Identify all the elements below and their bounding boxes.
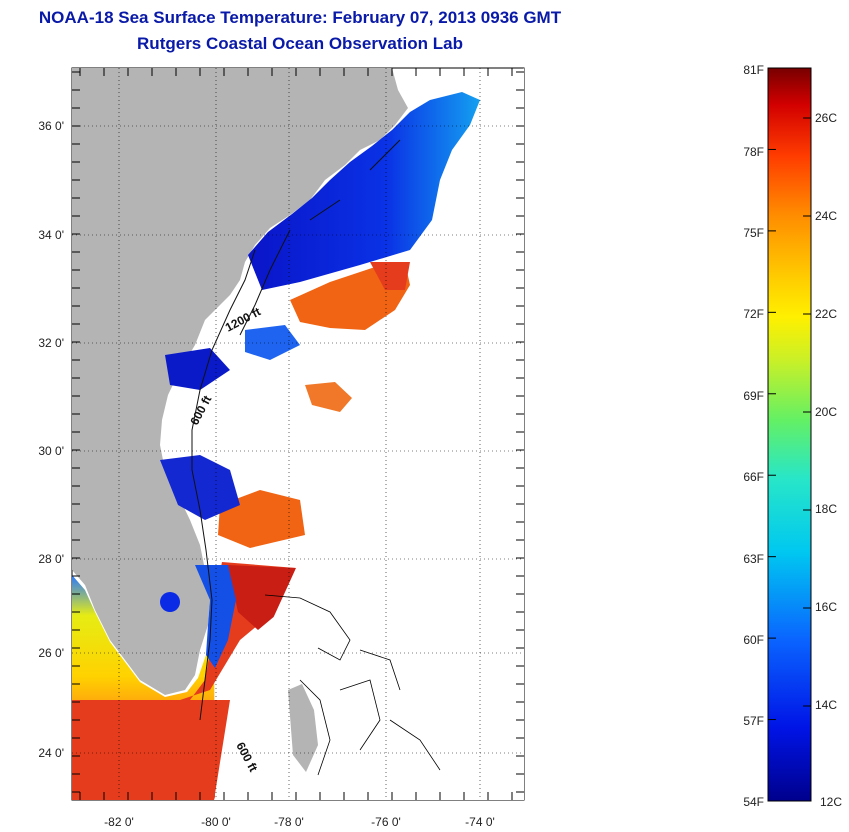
cb-f-label: 75F bbox=[743, 226, 764, 240]
land-usa bbox=[72, 68, 408, 695]
lat-label: 36 0' bbox=[38, 119, 64, 133]
cb-f-label: 57F bbox=[743, 714, 764, 728]
lon-label: -80 0' bbox=[201, 815, 231, 829]
cb-f-label: 60F bbox=[743, 633, 764, 647]
cb-f-label: 78F bbox=[743, 145, 764, 159]
cb-c-label: 12C bbox=[820, 795, 842, 809]
cb-c-label: 24C bbox=[815, 209, 837, 223]
lat-label: 24 0' bbox=[38, 746, 64, 760]
lat-label: 30 0' bbox=[38, 444, 64, 458]
swath-mask bbox=[214, 68, 524, 800]
colorbar-ticks bbox=[768, 67, 811, 802]
cb-c-label: 26C bbox=[815, 111, 837, 125]
latitude-labels: 36 0' 34 0' 32 0' 30 0' 28 0' 26 0' 24 0… bbox=[38, 119, 64, 760]
cb-c-label: 22C bbox=[815, 307, 837, 321]
sst-warm-patch-1 bbox=[370, 262, 410, 290]
colorbar-fahrenheit-labels: 81F 78F 75F 72F 69F 66F 63F 60F 57F 54F bbox=[743, 63, 764, 809]
sst-cold-eddy bbox=[160, 592, 180, 612]
sst-cold-patch-ga bbox=[160, 455, 240, 520]
isobath-1200ft bbox=[239, 139, 401, 336]
lat-label: 26 0' bbox=[38, 646, 64, 660]
map-title: NOAA-18 Sea Surface Temperature: Februar… bbox=[38, 8, 562, 27]
sst-cold-patch-sc bbox=[165, 348, 230, 390]
map-subtitle: Rutgers Coastal Ocean Observation Lab bbox=[137, 34, 463, 53]
cb-c-label: 18C bbox=[815, 502, 837, 516]
cb-f-label: 69F bbox=[743, 389, 764, 403]
cb-f-label: 66F bbox=[743, 470, 764, 484]
bahamas-outline bbox=[264, 594, 441, 776]
lon-label: -82 0' bbox=[104, 815, 134, 829]
cb-c-label: 14C bbox=[815, 698, 837, 712]
cb-f-label: 54F bbox=[743, 795, 764, 809]
sst-florida-straits bbox=[72, 562, 296, 800]
cb-f-label: 81F bbox=[743, 63, 764, 77]
map-area bbox=[72, 68, 524, 800]
sst-east-florida-cool bbox=[195, 565, 236, 668]
cb-c-label: 16C bbox=[815, 600, 837, 614]
frame-ticks bbox=[72, 68, 524, 800]
sst-cold-patch-3 bbox=[245, 325, 300, 360]
colorbar bbox=[767, 67, 812, 802]
sst-shelf-cold bbox=[248, 92, 480, 290]
lat-label: 32 0' bbox=[38, 336, 64, 350]
cb-f-label: 72F bbox=[743, 307, 764, 321]
lon-label: -76 0' bbox=[371, 815, 401, 829]
graticule bbox=[72, 68, 524, 800]
cb-c-label: 20C bbox=[815, 405, 837, 419]
lon-label: -78 0' bbox=[274, 815, 304, 829]
lat-label: 34 0' bbox=[38, 228, 64, 242]
sst-warm-patch-2 bbox=[305, 382, 352, 412]
isobath-600ft bbox=[191, 249, 256, 721]
colorbar-celsius-labels: 26C 24C 22C 20C 18C 16C 14C 12C bbox=[815, 111, 842, 809]
sst-gulf-stream-core bbox=[228, 565, 296, 630]
longitude-labels: -82 0' -80 0' -78 0' -76 0' -74 0' bbox=[104, 815, 495, 829]
land-andros-2 bbox=[288, 684, 318, 772]
lon-label: -74 0' bbox=[465, 815, 495, 829]
lat-label: 28 0' bbox=[38, 552, 64, 566]
cb-f-label: 63F bbox=[743, 552, 764, 566]
